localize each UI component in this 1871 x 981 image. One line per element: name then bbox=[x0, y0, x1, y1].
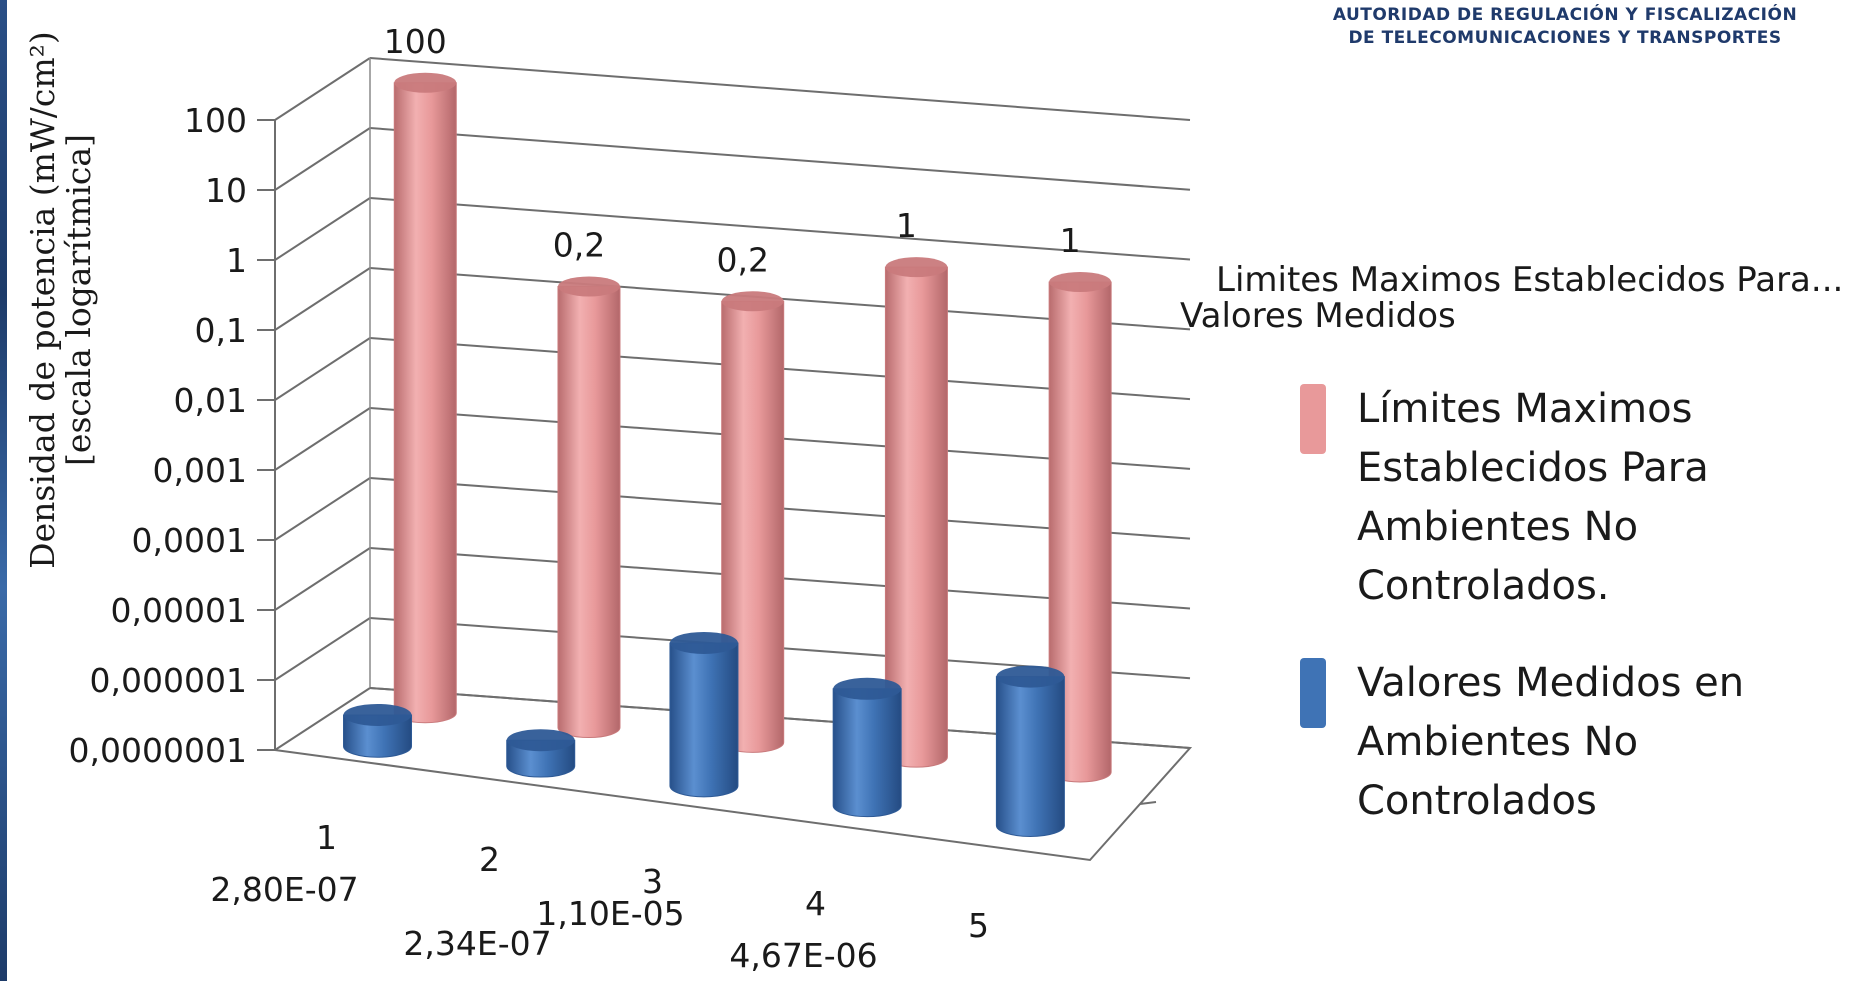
y-tick-label: 0,0000001 bbox=[69, 731, 247, 770]
left-wall-gridline bbox=[274, 267, 371, 331]
bar-measured-2 bbox=[506, 729, 576, 778]
bar-measured-1 bbox=[343, 703, 413, 758]
legend-item-limits: Límites Maximos Establecidos Para Ambien… bbox=[1300, 380, 1860, 616]
y-tick-label: 0,01 bbox=[174, 381, 247, 420]
chart-labels: 100 10 1 0,1 0,01 0,001 0,0001 0,00001 0,000001 0… bbox=[69, 22, 1081, 975]
x-category-label: 3 bbox=[642, 862, 663, 901]
data-label-limits: 0,2 bbox=[553, 225, 605, 264]
left-wall-gridline bbox=[274, 547, 371, 611]
org-name-line-1: AUTORIDAD DE REGULACIÓN Y FISCALIZACIÓN bbox=[1332, 5, 1798, 25]
data-label-measured: 1,10E-05 bbox=[536, 894, 684, 933]
bar-measured-4 bbox=[832, 677, 902, 818]
series-name-labels: Limites Maximos Establecidos Para... Val… bbox=[1180, 262, 1843, 334]
data-label-measured: 2,34E-07 bbox=[403, 924, 551, 963]
chart-bars bbox=[343, 72, 1112, 837]
left-wall-gridline bbox=[274, 197, 371, 261]
y-tick-label: 10 bbox=[205, 171, 247, 210]
left-wall-gridline bbox=[274, 687, 371, 751]
data-label-measured: 4,67E-06 bbox=[729, 936, 877, 975]
y-tick-label: 0,1 bbox=[195, 311, 247, 350]
left-edge-strip bbox=[0, 0, 7, 981]
left-wall-gridline bbox=[274, 477, 371, 541]
series-name-limits: Limites Maximos Establecidos Para... bbox=[1216, 260, 1844, 300]
back-wall-gridline bbox=[369, 127, 1191, 191]
bar-measured-5 bbox=[995, 665, 1065, 837]
y-tick-label: 0,000001 bbox=[90, 661, 247, 700]
data-label-limits: 1 bbox=[1060, 221, 1081, 260]
data-label-limits: 100 bbox=[384, 22, 447, 61]
organization-header: AUTORIDAD DE REGULACIÓN Y FISCALIZACIÓN … bbox=[1285, 4, 1845, 50]
series-name-measured: Valores Medidos bbox=[1180, 296, 1456, 336]
bar-limits-1 bbox=[393, 72, 457, 724]
legend-label-limits: Límites Maximos Establecidos Para Ambien… bbox=[1357, 386, 1709, 609]
bar-measured-3 bbox=[669, 631, 739, 798]
legend-swatch-limits bbox=[1300, 384, 1326, 454]
legend-label-measured: Valores Medidos en Ambientes No Controla… bbox=[1357, 660, 1745, 824]
org-name-line-2: DE TELECOMUNICACIONES Y TRANSPORTES bbox=[1348, 28, 1782, 48]
data-label-limits: 0,2 bbox=[716, 240, 768, 279]
legend-swatch-measured bbox=[1300, 658, 1326, 728]
data-label-limits: 1 bbox=[896, 206, 917, 245]
left-wall-gridline bbox=[274, 407, 371, 471]
floor-tick bbox=[1139, 801, 1157, 805]
y-tick-label: 0,00001 bbox=[111, 591, 247, 630]
y-tick-label: 0,0001 bbox=[132, 521, 247, 560]
y-tick-label: 0,001 bbox=[153, 451, 247, 490]
left-wall-gridline bbox=[274, 617, 371, 681]
back-wall-gridline bbox=[369, 57, 1191, 121]
left-wall-gridline bbox=[274, 337, 371, 401]
x-category-label: 1 bbox=[316, 818, 337, 857]
left-wall-gridline bbox=[274, 57, 371, 121]
chart-legend: Límites Maximos Establecidos Para Ambien… bbox=[1300, 380, 1860, 869]
x-category-label: 5 bbox=[968, 906, 989, 945]
data-label-measured: 2,80E-07 bbox=[210, 870, 358, 909]
x-category-label: 4 bbox=[805, 884, 826, 923]
back-wall-gridline bbox=[369, 197, 1191, 261]
y-tick-label: 100 bbox=[184, 101, 247, 140]
left-wall-gridline bbox=[274, 127, 371, 191]
y-tick-label: 1 bbox=[226, 241, 247, 280]
x-category-label: 2 bbox=[479, 840, 500, 879]
bar-limits-2 bbox=[557, 276, 621, 739]
bar-limits-4 bbox=[884, 257, 948, 768]
legend-item-measured: Valores Medidos en Ambientes No Controla… bbox=[1300, 654, 1860, 831]
